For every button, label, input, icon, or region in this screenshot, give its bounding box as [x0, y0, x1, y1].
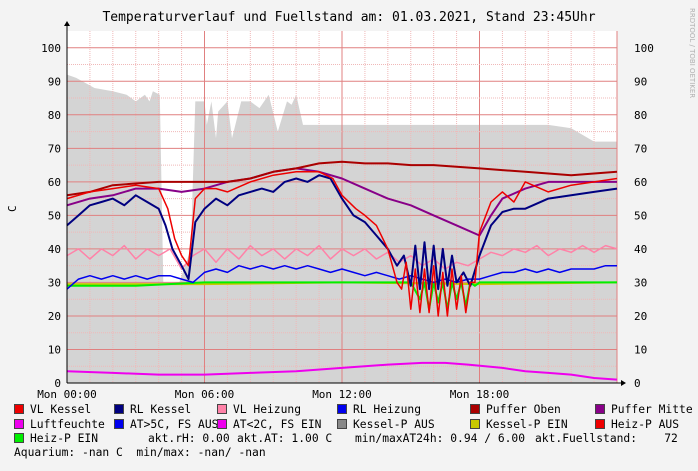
legend-label: Heiz-P EIN — [30, 432, 99, 445]
legend-swatch — [337, 418, 347, 429]
series-line-puffer-oben — [66, 160, 618, 197]
legend-swatch — [217, 404, 227, 414]
series-line-vl-heizung — [66, 244, 618, 270]
legend-label: Kessel-P EIN — [486, 417, 568, 431]
legend-item: Kessel-P AUS — [337, 418, 435, 433]
legend-label: RL Kessel — [130, 403, 192, 416]
legend-swatch — [14, 418, 24, 429]
x-axis-arrow — [621, 380, 626, 386]
legend-item: RL Heizung — [337, 403, 421, 418]
legend-item: Heiz-P EIN — [14, 432, 98, 447]
legend-item: AT<2C, FS EIN — [217, 418, 321, 433]
legend-swatch — [114, 404, 124, 414]
watermark: RRDTOOL / TOBI OETIKER — [688, 8, 696, 98]
legend-swatch — [595, 404, 605, 414]
series-line-rl-heizung — [66, 264, 617, 290]
legend-swatch — [470, 404, 480, 414]
y-tick-label-right: 20 — [634, 310, 647, 323]
footer-aquarium: Aquarium: -nan C min/max: -nan/ -nan — [14, 446, 266, 459]
legend-item: VL Heizung — [217, 403, 301, 418]
chart-title: Temperaturverlauf und Fuellstand am: 01.… — [102, 10, 595, 25]
y-tick-label-right: 40 — [634, 243, 647, 256]
x-tick-label: Mon 18:00 — [450, 388, 510, 400]
x-tick-label: Mon 12:00 — [312, 388, 372, 400]
legend-swatch — [14, 433, 24, 443]
y-tick-label-right: 60 — [634, 176, 647, 189]
series-line-luftfeuchte — [66, 361, 618, 381]
y-tick-label-left: 80 — [48, 109, 61, 122]
series-line-puffer-mitte — [66, 167, 617, 237]
legend-label: Heiz-P AUS — [611, 417, 680, 431]
y-tick-label-left: 20 — [48, 310, 61, 323]
y-tick-label-right: 10 — [634, 343, 647, 356]
chart-svg: Temperaturverlauf und Fuellstand am: 01.… — [6, 8, 696, 400]
series-line-vl-kessel — [66, 171, 618, 317]
legend-row: VL Kessel RL Kessel VL Heizung RL Heizung Pu… — [14, 403, 694, 418]
legend-row: akt.rH: 0.00 akt.AT: 1.00 C min/maxAT24h… — [14, 432, 694, 447]
y-tick-label-right: 50 — [634, 209, 647, 222]
legend-item: Puffer Oben — [470, 403, 561, 418]
legend-item: Heiz-P AUS — [595, 418, 679, 433]
y-tick-label-right: 70 — [634, 142, 647, 155]
legend-label: AT<2C, FS EIN — [233, 417, 322, 431]
y-tick-label-left: 0 — [54, 377, 61, 390]
status-akt-fuellstand: akt.Fuellstand: 72 — [535, 432, 678, 445]
legend-label: VL Heizung — [233, 403, 302, 416]
status-minmax-at24h: min/maxAT24h: 0.94 / 6.00 — [355, 432, 526, 445]
y-tick-label-right: 30 — [634, 276, 647, 289]
legend-swatch — [337, 404, 347, 414]
legend-swatch — [470, 418, 480, 429]
y-tick-label-left: 100 — [41, 42, 61, 55]
legend-swatch — [595, 418, 605, 429]
legend-item: VL Kessel — [14, 403, 91, 418]
legend-item: Luftfeuchte — [14, 418, 105, 433]
legend-label: Luftfeuchte — [30, 417, 105, 431]
legend-label: Puffer Mitte — [611, 403, 693, 416]
legend-item: RL Kessel — [114, 403, 191, 418]
status-akt-at: akt.AT: 1.00 C — [237, 432, 333, 445]
legend-row: Luftfeuchte AT>5C, FS AUS AT<2C, FS EIN Kes… — [14, 418, 694, 433]
y-tick-label-left: 10 — [48, 343, 61, 356]
y-axis-arrow — [64, 21, 70, 26]
y-tick-label-left: 70 — [48, 142, 61, 155]
y-tick-label-left: 40 — [48, 243, 61, 256]
legend-swatch — [217, 418, 227, 429]
legend-item: Kessel-P EIN — [470, 418, 568, 433]
y-tick-label-left: 30 — [48, 276, 61, 289]
x-tick-label: Mon 06:00 — [175, 388, 235, 400]
y-tick-label-right: 80 — [634, 109, 647, 122]
y-axis-label: C — [6, 205, 19, 212]
legend-label: AT>5C, FS AUS — [130, 417, 219, 431]
y-tick-label-left: 50 — [48, 209, 61, 222]
y-tick-label-left: 60 — [48, 176, 61, 189]
legend-swatch — [14, 404, 24, 414]
legend-swatch — [114, 418, 124, 429]
y-tick-label-right: 0 — [634, 377, 641, 390]
x-tick-label: Mon 00:00 — [37, 388, 97, 400]
status-akt-rh: akt.rH: 0.00 — [148, 432, 230, 445]
legend-label: VL Kessel — [30, 403, 92, 416]
y-tick-label-left: 90 — [48, 75, 61, 88]
legend: VL Kessel RL Kessel VL Heizung RL Heizung Pu… — [14, 403, 694, 447]
legend-label: Puffer Oben — [486, 403, 561, 416]
y-tick-label-right: 90 — [634, 75, 647, 88]
legend-label: RL Heizung — [353, 403, 422, 416]
y-tick-label-right: 100 — [634, 42, 654, 55]
legend-label: Kessel-P AUS — [353, 417, 435, 431]
legend-item: Puffer Mitte — [595, 403, 693, 418]
legend-item: AT>5C, FS AUS — [114, 418, 218, 433]
